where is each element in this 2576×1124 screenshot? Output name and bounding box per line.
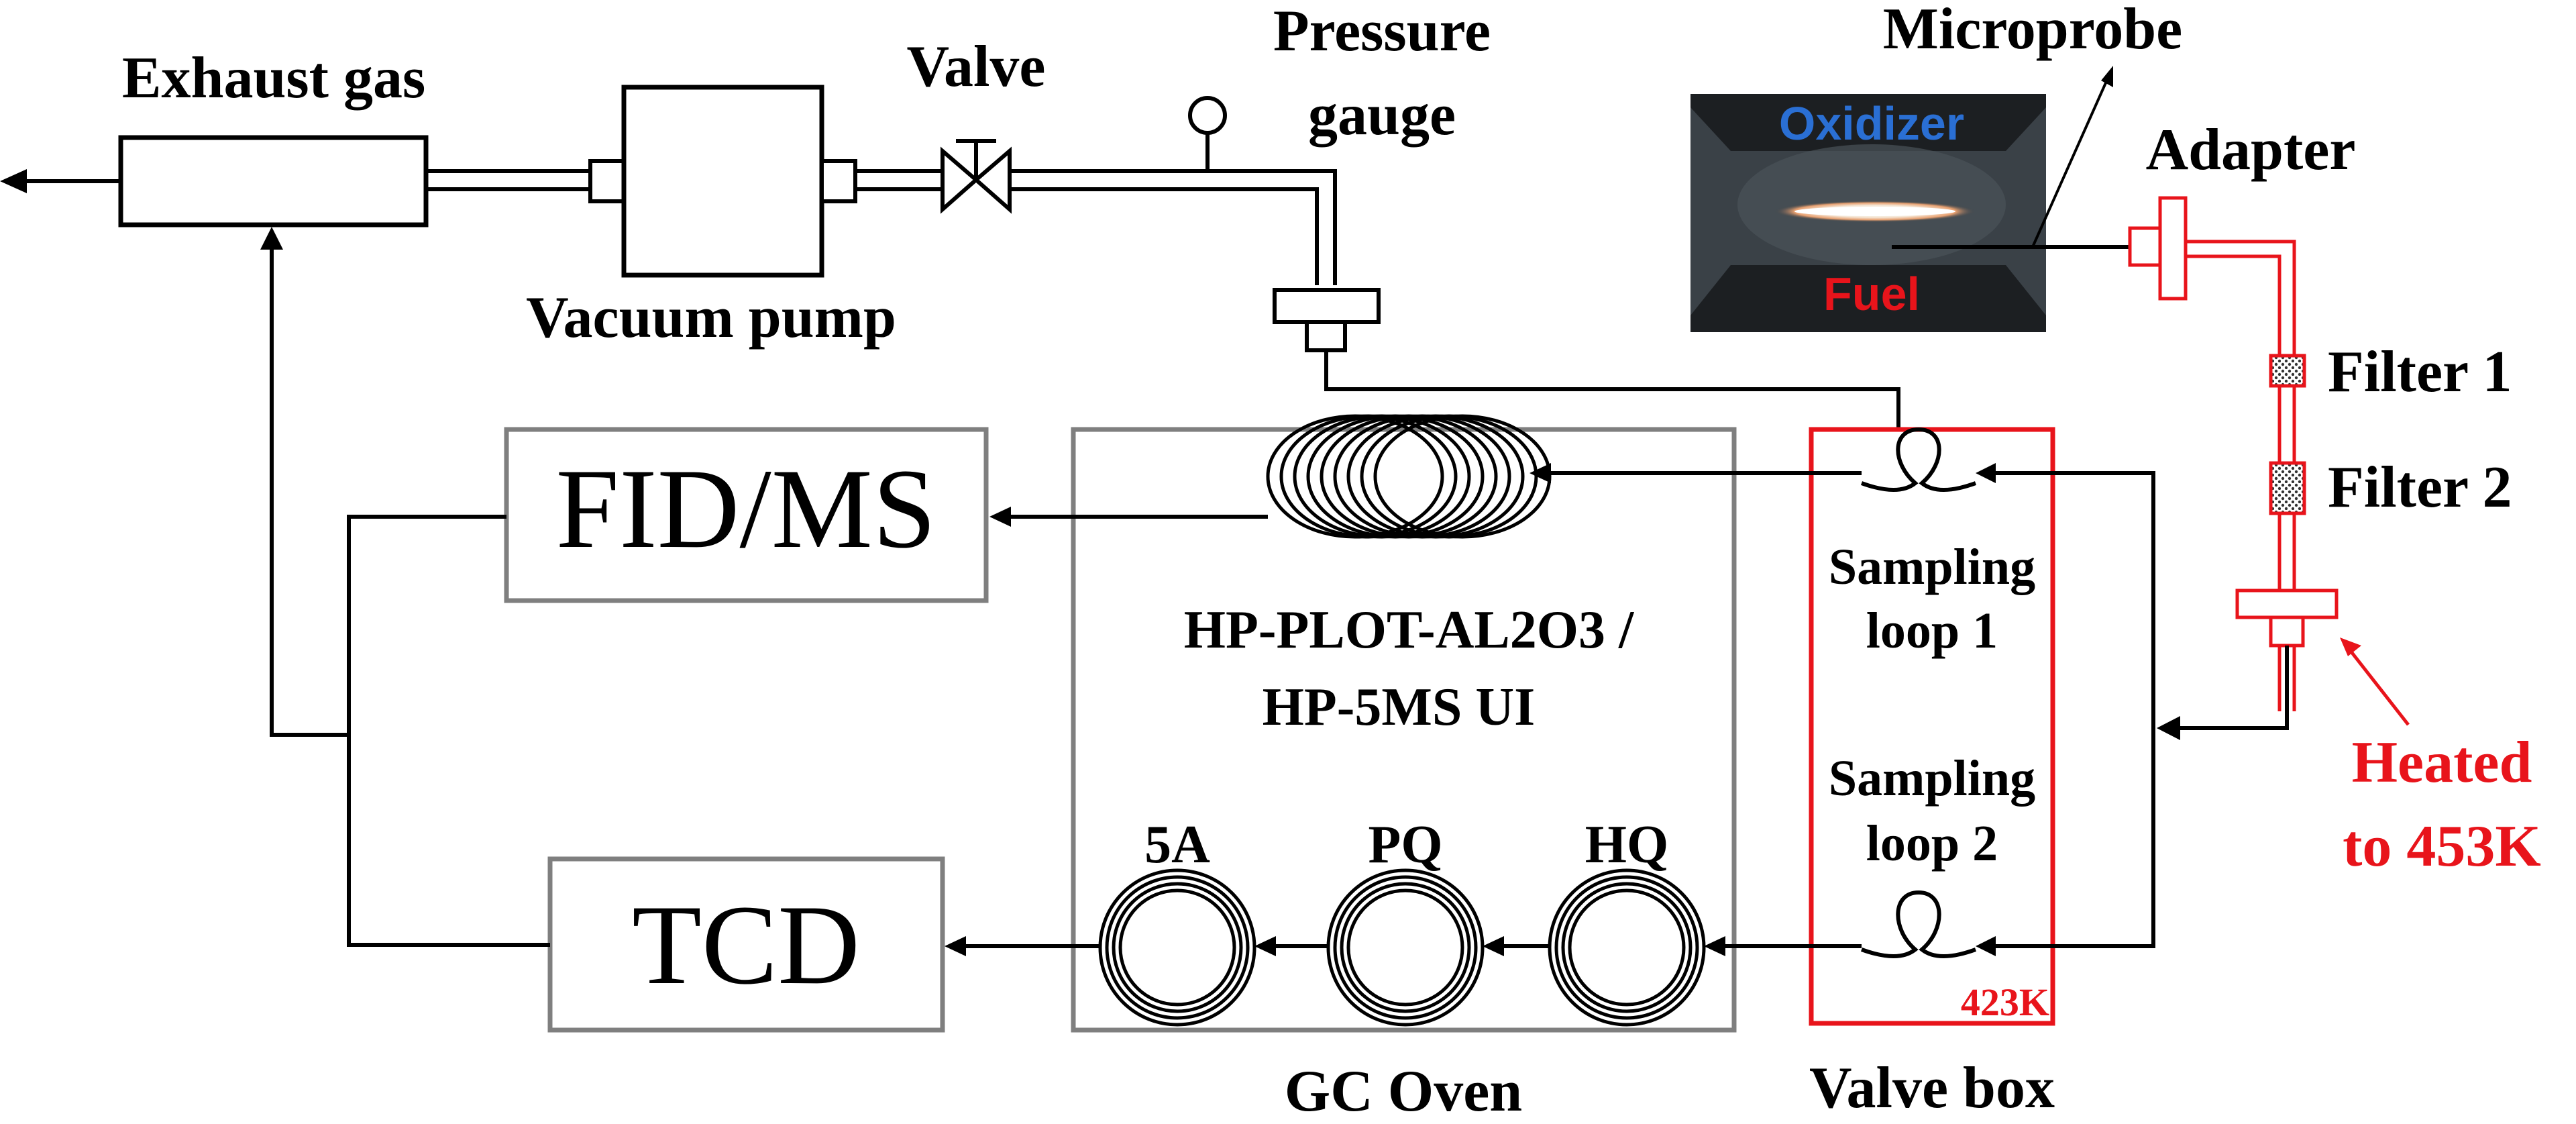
exhaust-gas-label: Exhaust gas xyxy=(122,46,425,111)
detector-exhaust-lines xyxy=(270,242,550,947)
valve-symbol xyxy=(941,139,1012,214)
filter-1 xyxy=(2269,354,2306,388)
valve-label: Valve xyxy=(907,34,1046,99)
sampling-loop2-label-a: Sampling xyxy=(1829,750,2035,807)
pump-inlet-flange xyxy=(588,159,626,203)
heated-transfer-line xyxy=(2128,196,2339,711)
tcd-box xyxy=(547,856,945,1033)
vacuum-pump xyxy=(621,85,824,278)
pressure-gauge xyxy=(1188,96,1227,171)
microprobe-label: Microprobe xyxy=(1883,0,2182,62)
column-hq xyxy=(1548,868,1706,1027)
line-probe-to-valvebox xyxy=(2157,646,2289,740)
pq-to-5a-line xyxy=(1254,936,1328,956)
sampling-loop-2 xyxy=(1860,890,1977,958)
valve-box-label: Valve box xyxy=(1809,1056,2055,1121)
loop2-to-hq-line xyxy=(1704,936,1862,956)
fuel-label: Fuel xyxy=(1823,268,1920,320)
column-label-1: HP-PLOT-AL2O3 / xyxy=(1184,601,1635,660)
pipe-pump-to-valve xyxy=(855,169,943,191)
heated-pointer xyxy=(2340,637,2410,726)
microprobe-pointer xyxy=(2031,66,2113,248)
loop1-to-column-line xyxy=(1529,463,1862,483)
hq-to-pq-line xyxy=(1483,936,1550,956)
filter-2 xyxy=(2269,461,2306,515)
sampling-loop1-label-a: Sampling xyxy=(1829,539,2035,595)
fid-ms-box xyxy=(504,427,989,603)
sampling-loop1-label-b: loop 1 xyxy=(1866,603,1998,659)
gc-oven xyxy=(1071,427,1737,1033)
flame-photo: Oxidizer Fuel xyxy=(1690,94,2046,332)
column-5a xyxy=(1098,868,1256,1027)
sampling-loop2-label-b: loop 2 xyxy=(1866,815,1998,872)
5a-to-tcd-line xyxy=(945,936,1100,956)
pipe-exhaust-to-pump xyxy=(426,169,590,191)
column-pq xyxy=(1326,868,1485,1027)
gc-oven-label: GC Oven xyxy=(1285,1059,1522,1124)
pressure-label: Pressure xyxy=(1273,0,1491,64)
capillary-column-coil xyxy=(1266,414,1552,539)
adapter-label: Adapter xyxy=(2146,117,2356,183)
filter1-label: Filter 1 xyxy=(2328,340,2512,405)
exhaust-box xyxy=(118,135,429,227)
exhaust-outlet-arrow xyxy=(0,169,121,193)
exhaust-inlet-arrowhead xyxy=(260,227,283,250)
sampler-connector xyxy=(1273,288,1381,352)
sampling-loop-1 xyxy=(1860,427,1977,492)
pipe-valve-to-sampler xyxy=(1010,169,1337,285)
pump-outlet-flange xyxy=(820,159,857,203)
filter2-label: Filter 2 xyxy=(2328,455,2512,520)
heated-label-line2: to 453K xyxy=(2343,814,2541,879)
line-sampler-to-valvebox xyxy=(1324,350,1900,429)
fid-ms-label: FID/MS xyxy=(556,446,936,572)
valve-box-temp: 423K xyxy=(1961,980,2049,1024)
column-5a-label: 5A xyxy=(1144,815,1210,874)
column-to-fidms-line xyxy=(989,507,1268,527)
valve-box xyxy=(1809,427,2055,1026)
heated-label-line1: Heated xyxy=(2352,730,2532,795)
vacuum-pump-label: Vacuum pump xyxy=(526,285,896,350)
oxidizer-label: Oxidizer xyxy=(1779,97,1964,150)
column-label-2: HP-5MS UI xyxy=(1263,678,1536,737)
loop1-inlet-line xyxy=(1976,463,2155,728)
gauge-label: gauge xyxy=(1308,83,1456,148)
loop2-inlet-line xyxy=(1976,728,2155,956)
column-hq-label: HQ xyxy=(1585,815,1668,874)
column-pq-label: PQ xyxy=(1368,815,1442,874)
tcd-label: TCD xyxy=(632,882,860,1008)
